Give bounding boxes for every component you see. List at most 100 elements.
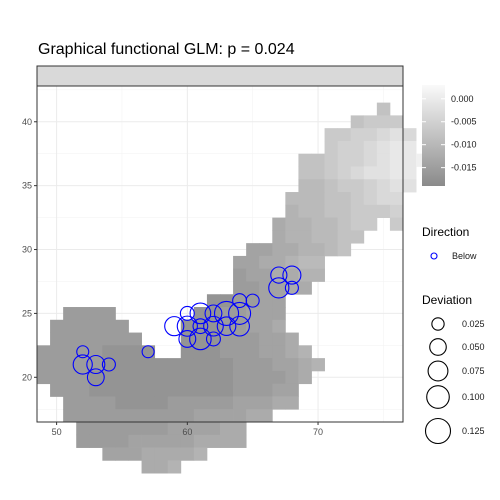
deviation-point: [86, 368, 105, 387]
heatmap-cell: [89, 358, 103, 372]
heatmap-cell: [63, 383, 77, 397]
heatmap-cell: [311, 192, 325, 206]
heatmap-cell: [193, 383, 208, 397]
heatmap-cell: [259, 345, 273, 359]
heatmap-cell: [350, 153, 365, 167]
deviation-point: [178, 330, 197, 348]
heatmap-cell: [298, 230, 312, 244]
heatmap-cell: [337, 140, 352, 155]
heatmap-cell: [233, 370, 247, 385]
heatmap-cell: [389, 179, 404, 193]
heatmap-cell: [363, 115, 378, 129]
heatmap-cell: [376, 179, 391, 193]
deviation-key-symbol: [427, 360, 449, 382]
deviation-point: [213, 300, 240, 326]
heatmap-cell: [376, 115, 391, 129]
heatmap-cell: [63, 332, 77, 346]
heatmap-cell: [285, 383, 299, 397]
heatmap-cell: [220, 294, 234, 308]
deviation-point: [192, 318, 209, 335]
heatmap-cell: [324, 217, 339, 231]
heatmap-cell: [311, 243, 325, 257]
heatmap-cell: [233, 268, 247, 282]
heatmap-cell: [206, 319, 221, 333]
heatmap-cell: [63, 409, 77, 423]
heatmap-cell: [50, 319, 64, 333]
heatmap-cell: [115, 434, 129, 448]
heatmap-cell: [50, 370, 64, 385]
heatmap-cell: [298, 268, 312, 282]
heatmap-cell: [272, 319, 286, 333]
heatmap-cell: [220, 383, 234, 397]
heatmap-cell: [376, 128, 391, 142]
heatmap-cell: [324, 166, 339, 180]
heatmap-cell: [311, 204, 325, 218]
heatmap-cell: [363, 179, 378, 193]
facet-strip: [36, 65, 404, 87]
heatmap-cell: [298, 204, 312, 218]
deviation-point: [216, 316, 237, 337]
heatmap-cell: [220, 345, 234, 359]
deviation-point: [189, 302, 212, 325]
heatmap-cell: [50, 358, 64, 372]
heatmap-cell: [246, 370, 260, 385]
heatmap-cell: [233, 396, 247, 410]
heatmap-cell: [89, 307, 103, 321]
deviation-key-label: 0.050: [462, 342, 485, 352]
heatmap-cell: [389, 153, 404, 167]
heatmap-cell: [285, 345, 299, 359]
heatmap-cell: [246, 255, 260, 270]
heatmap-cell: [76, 396, 90, 410]
heatmap-cell: [376, 153, 391, 167]
heatmap-cell: [154, 409, 169, 423]
heatmap-cell: [298, 370, 312, 385]
heatmap-cell: [298, 345, 312, 359]
heatmap-cell: [37, 358, 51, 372]
deviation-point: [284, 280, 299, 295]
heatmap-cell: [298, 179, 312, 193]
heatmap-cell: [50, 345, 64, 359]
heatmap-cell: [193, 422, 208, 436]
heatmap-cell: [403, 153, 417, 167]
heatmap-cell: [272, 217, 286, 231]
heatmap-cell: [285, 243, 299, 257]
heatmap-cell: [102, 332, 116, 346]
deviation-point: [101, 357, 116, 372]
heatmap-cell: [246, 345, 260, 359]
deviation-key-label: 0.075: [462, 366, 485, 376]
heatmap-cell: [206, 422, 221, 436]
heatmap-cell: [167, 409, 182, 423]
direction-legend-title: Direction: [422, 225, 469, 239]
heatmap-cell: [389, 192, 404, 206]
heatmap-cell: [246, 409, 260, 423]
deviation-key-symbol: [424, 417, 452, 445]
heatmap-cell: [376, 192, 391, 206]
heatmap-cell: [128, 434, 142, 448]
heatmap-cell: [246, 294, 260, 308]
heatmap-cell: [233, 422, 247, 436]
heatmap-cell: [311, 255, 325, 270]
heatmap-cell: [89, 434, 103, 448]
heatmap-cell: [376, 204, 391, 218]
heatmap-cell: [89, 319, 103, 333]
y-tick-label: 35: [22, 181, 32, 191]
heatmap-cell: [324, 179, 339, 193]
heatmap-cell: [115, 396, 129, 410]
color-tick-label: -0.010: [451, 140, 477, 150]
heatmap-cell: [337, 192, 352, 206]
heatmap-cell: [115, 409, 129, 423]
heatmap-cell: [180, 422, 195, 436]
heatmap-cell: [389, 204, 404, 218]
heatmap-cell: [285, 268, 299, 282]
heatmap-cell: [259, 255, 273, 270]
heatmap-cell: [324, 140, 339, 155]
heatmap-cell: [272, 370, 286, 385]
heatmap-cell: [193, 447, 208, 461]
heatmap-cell: [285, 204, 299, 218]
heatmap-cell: [337, 217, 352, 231]
heatmap-cell: [350, 179, 365, 193]
heatmap-cell: [167, 370, 182, 385]
heatmap-cell: [141, 345, 156, 359]
heatmap-cell: [403, 140, 417, 155]
heatmap-cell: [389, 217, 404, 231]
